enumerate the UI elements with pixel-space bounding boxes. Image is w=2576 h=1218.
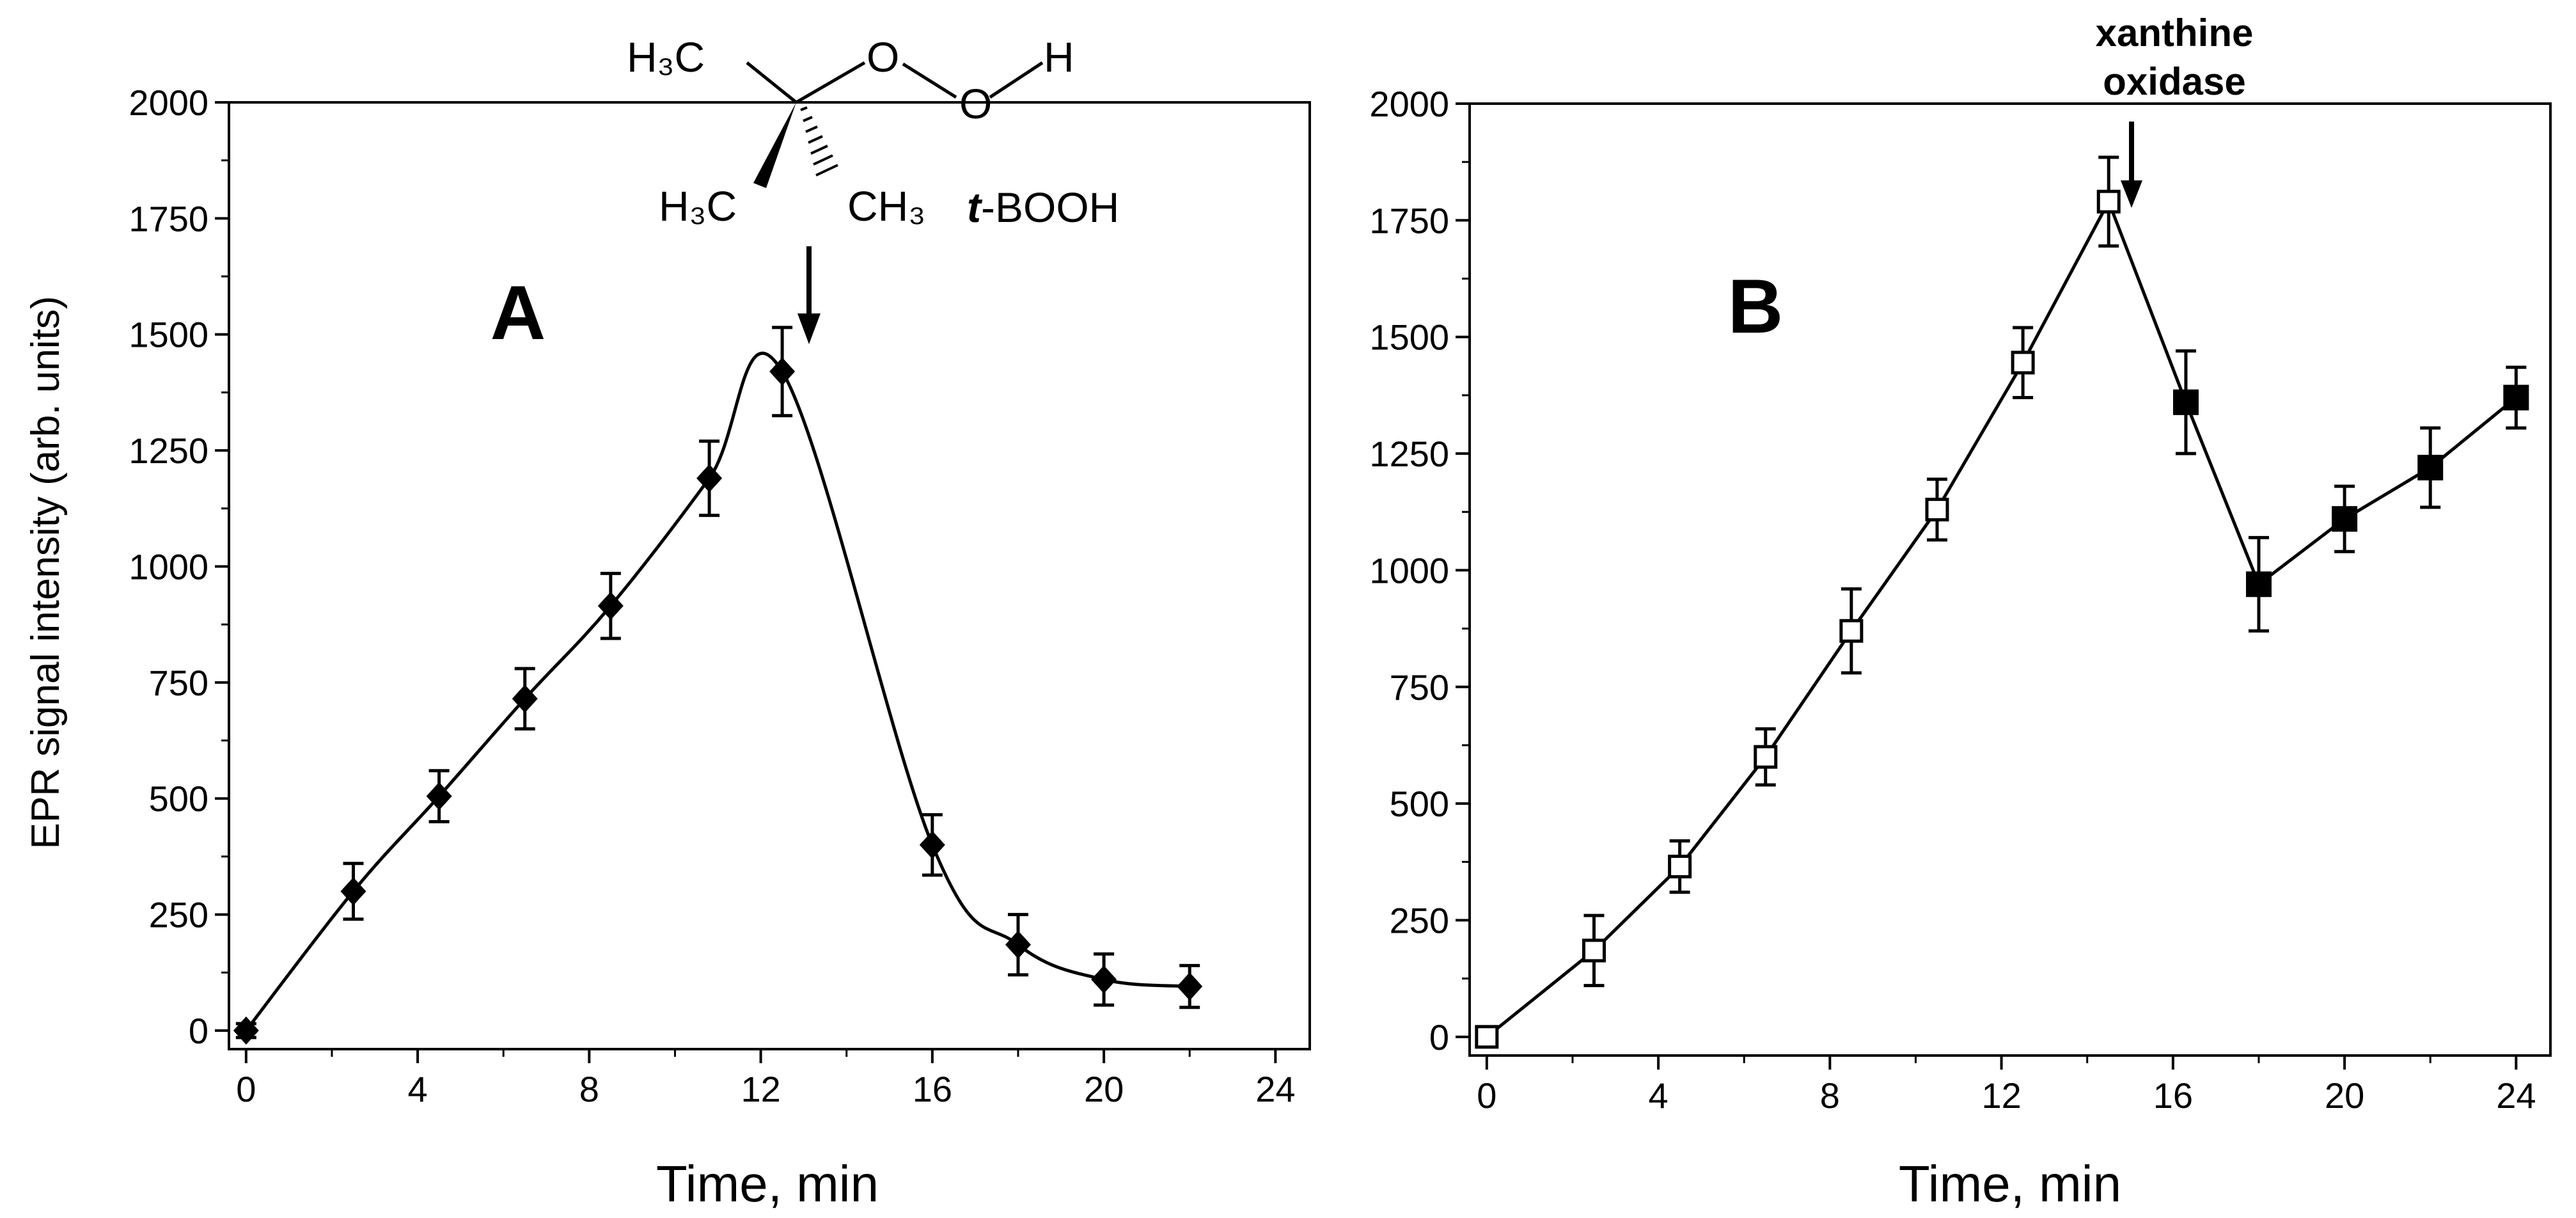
structure-h: H <box>1044 33 1074 81</box>
tbooh-arrow <box>797 246 821 344</box>
y-tick-label-a-0: 0 <box>189 1011 208 1051</box>
data-point-b-0-4 <box>1839 619 1864 643</box>
y-axis-a: 0 250 500 750 1000 1250 1500 1750 2000 <box>129 83 229 1051</box>
y-tick-label-b-4: 1000 <box>1369 550 1449 590</box>
x-tick-label-b-4: 16 <box>2153 1075 2193 1116</box>
x-tick-label-a-1: 4 <box>408 1069 428 1109</box>
y-tick-label-b-8: 2000 <box>1369 84 1449 124</box>
data-point-b-0-3 <box>1754 745 1778 769</box>
y-tick-label-a-2: 500 <box>149 779 208 819</box>
data-point-b-0-0 <box>1475 1025 1499 1049</box>
plot-frame-b <box>1468 102 2552 1057</box>
data-point-a-0-5 <box>696 464 723 493</box>
x-tick-label-b-5: 20 <box>2325 1075 2364 1116</box>
bond-o1-o2 <box>902 62 957 99</box>
y-tick-label-a-5: 1250 <box>129 431 208 471</box>
y-tick-label-b-7: 1750 <box>1369 200 1449 241</box>
data-point-a-0-7 <box>919 830 945 859</box>
data-point-a-0-0 <box>233 1016 259 1045</box>
data-point-b-0-5 <box>1925 498 1949 522</box>
x-tick-label-b-1: 4 <box>1649 1075 1669 1116</box>
y-tick-label-a-1: 250 <box>149 895 208 935</box>
data-point-a-0-6 <box>769 357 796 386</box>
structure-o2: O <box>959 80 992 127</box>
structure-h3c-bottom: H₃C <box>659 182 737 230</box>
x-tick-label-b-2: 8 <box>1820 1075 1840 1116</box>
y-axis-b: 0 250 500 750 1000 1250 1500 1750 2000 <box>1369 84 1470 1057</box>
y-tick-label-b-2: 500 <box>1390 784 1449 824</box>
y-tick-label-a-8: 2000 <box>129 83 208 123</box>
bond-c-h3c <box>746 61 797 104</box>
data-point-b-1-4 <box>2503 384 2529 411</box>
x-tick-label-b-0: 0 <box>1477 1075 1496 1116</box>
data-points-a <box>233 357 1203 1045</box>
x-tick-label-a-2: 8 <box>579 1069 599 1109</box>
structure-o1: O <box>867 33 899 81</box>
xo-arrow <box>2121 122 2142 208</box>
x-tick-label-b-3: 12 <box>1981 1075 2021 1116</box>
y-axis-label-a: EPR signal intensity (arb. units) <box>24 296 68 850</box>
data-point-a-0-9 <box>1091 965 1117 994</box>
data-point-b-0-6 <box>2011 351 2035 375</box>
y-tick-label-a-3: 750 <box>149 663 208 703</box>
data-point-b-0-7 <box>2096 189 2121 214</box>
y-tick-label-b-1: 250 <box>1390 900 1449 940</box>
data-point-b-1-3 <box>2417 454 2444 480</box>
y-tick-label-a-4: 1000 <box>129 546 208 587</box>
data-point-b-1-1 <box>2245 571 2272 597</box>
tbooh-label: t-BOOH <box>967 184 1119 231</box>
x-tick-label-a-3: 12 <box>741 1069 780 1109</box>
error-bars-a <box>235 326 1200 1040</box>
y-tick-label-b-0: 0 <box>1429 1017 1449 1057</box>
data-points-b <box>1475 189 2529 1049</box>
data-point-a-0-8 <box>1005 930 1031 959</box>
data-point-b-0-2 <box>1668 855 1692 879</box>
hash-bond <box>800 106 838 177</box>
data-point-a-0-4 <box>597 592 624 621</box>
data-point-a-0-2 <box>426 782 452 811</box>
bond-o2-h <box>989 61 1044 99</box>
tbooh-label-rest: -BOOH <box>981 184 1119 231</box>
x-axis-label-a: Time, min <box>656 1155 879 1212</box>
x-axis-a: 0 4 8 12 16 20 24 <box>236 1049 1295 1109</box>
x-tick-label-a-6: 24 <box>1255 1069 1295 1109</box>
y-tick-label-b-6: 1500 <box>1369 317 1449 358</box>
data-point-b-1-0 <box>2172 389 2199 415</box>
y-tick-label-a-6: 1500 <box>129 315 208 355</box>
tbooh-label-italic: t <box>967 184 983 231</box>
y-tick-label-a-7: 1750 <box>129 198 208 239</box>
structure-h3c-top: H₃C <box>627 33 705 81</box>
x-tick-label-a-5: 20 <box>1084 1069 1124 1109</box>
series-line-a <box>244 351 1190 1032</box>
panel-label-a: A <box>491 270 546 356</box>
y-tick-label-b-3: 750 <box>1390 667 1449 708</box>
chart-panel-a: 0 250 500 750 1000 1250 1500 1750 2000 0 4 8 12 16 20… <box>24 33 1311 1212</box>
data-point-a-0-1 <box>340 877 366 906</box>
series-curve-a <box>244 351 1190 1032</box>
chart-panel-b: 0 250 500 750 1000 1250 1500 1750 2000 0 4 8 12 16 20… <box>1369 12 2552 1212</box>
plot-frame-a <box>228 101 1311 1050</box>
xo-label-line2: oxidase <box>2103 60 2245 103</box>
data-point-b-1-2 <box>2332 506 2358 532</box>
panel-label-b: B <box>1728 264 1784 349</box>
data-point-b-0-1 <box>1582 938 1606 963</box>
series-line-b <box>1486 198 2517 1038</box>
x-axis-label-b: Time, min <box>1899 1155 2121 1212</box>
x-axis-b: 0 4 8 12 16 20 24 <box>1477 1056 2536 1116</box>
bond-c-o1 <box>795 61 866 104</box>
tbooh-structure: H₃C O O H H₃C CH₃ t-BOOH <box>627 33 1119 231</box>
data-point-a-0-3 <box>512 684 538 713</box>
wedge-bond <box>753 102 796 188</box>
x-tick-label-a-0: 0 <box>236 1069 256 1109</box>
data-point-a-0-10 <box>1177 972 1203 1001</box>
series-curve-b <box>1486 198 2517 1038</box>
structure-ch3: CH₃ <box>847 182 925 230</box>
x-tick-label-a-4: 16 <box>913 1069 952 1109</box>
xo-label-line1: xanthine <box>2096 12 2254 54</box>
x-tick-label-b-6: 24 <box>2496 1075 2536 1116</box>
y-tick-label-b-5: 1250 <box>1369 434 1449 474</box>
